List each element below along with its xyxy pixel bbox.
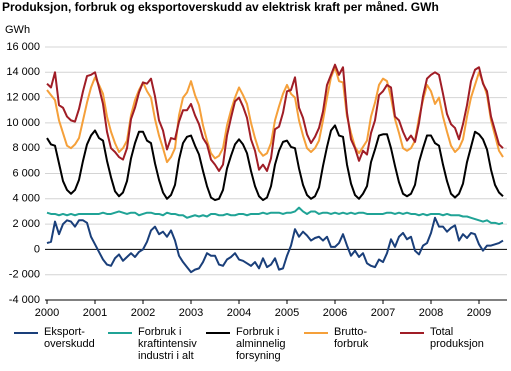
- legend-label: Brutto- forbruk: [334, 326, 369, 350]
- legend-label: Forbruk i kraftintensiv industri i alt: [138, 326, 197, 362]
- legend-swatch: [304, 332, 328, 334]
- legend-swatch: [14, 332, 38, 334]
- y-tick-label: -2 000: [9, 269, 40, 281]
- legend-label: Total produksjon: [430, 326, 484, 350]
- y-tick-label: 12 000: [6, 92, 40, 104]
- x-tick-label: 2000: [35, 307, 59, 319]
- y-tick-label: 10 000: [6, 117, 40, 129]
- y-tick-label: 14 000: [6, 66, 40, 78]
- x-tick-label: 2001: [83, 307, 107, 319]
- legend-swatch: [108, 332, 132, 334]
- legend-swatch: [400, 332, 424, 334]
- y-tick-label: 16 000: [6, 41, 40, 53]
- series-line: [46, 124, 504, 202]
- y-tick-label: -4 000: [9, 294, 40, 306]
- x-tick-label: 2009: [467, 307, 491, 319]
- x-tick-label: 2004: [227, 307, 251, 319]
- x-tick-label: 2006: [323, 307, 347, 319]
- x-tick-label: 2005: [275, 307, 299, 319]
- y-tick-label: 8 000: [12, 142, 40, 154]
- x-tick-label: 2008: [419, 307, 443, 319]
- series-line: [46, 206, 504, 226]
- x-tick-label: 2003: [179, 307, 203, 319]
- series-line: [46, 66, 504, 164]
- legend-swatch: [206, 332, 230, 334]
- y-tick-label: 0: [34, 243, 40, 255]
- legend-label: Eksport- overskudd: [44, 326, 95, 350]
- series-line: [46, 63, 504, 172]
- legend: Eksport- overskudd Forbruk i kraftintensi…: [0, 326, 511, 371]
- series-line: [46, 216, 504, 274]
- x-tick-label: 2002: [131, 307, 155, 319]
- legend-label: Forbruk i alminnelig forsyning: [236, 326, 286, 362]
- y-tick-label: 6 000: [12, 167, 40, 179]
- chart-title: Produksjon, forbruk og eksportoverskudd …: [2, 0, 439, 14]
- chart: Produksjon, forbruk og eksportoverskudd …: [2, 0, 507, 319]
- x-tick-label: 2007: [371, 307, 395, 319]
- y-axis-label: GWh: [5, 24, 30, 36]
- y-tick-label: 2 000: [12, 218, 40, 230]
- y-tick-label: 4 000: [12, 193, 40, 205]
